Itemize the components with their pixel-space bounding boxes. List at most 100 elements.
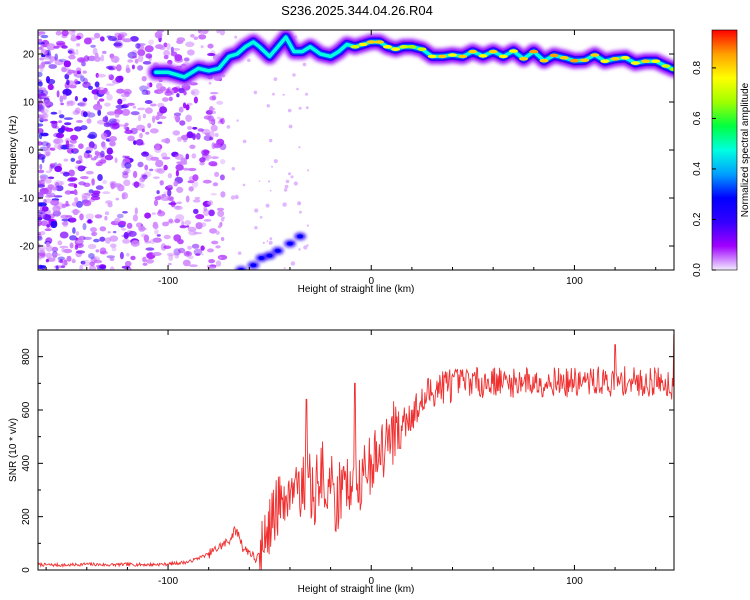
noise-blob bbox=[80, 125, 88, 131]
noise-blob bbox=[156, 30, 165, 33]
noise-blob bbox=[69, 51, 76, 56]
noise-blob bbox=[174, 57, 184, 63]
noise-blob bbox=[38, 258, 42, 261]
x-tick-label: -100 bbox=[158, 576, 178, 587]
noise-blob bbox=[50, 220, 58, 229]
noise-blob bbox=[85, 213, 95, 220]
noise-blob bbox=[215, 260, 222, 267]
noise-blob bbox=[48, 64, 57, 69]
noise-blob bbox=[110, 55, 120, 63]
noise-blob bbox=[58, 109, 62, 115]
noise-dot bbox=[226, 125, 231, 129]
noise-blob bbox=[95, 249, 100, 253]
noise-blob bbox=[185, 114, 193, 123]
noise-blob bbox=[93, 56, 102, 62]
noise-blob bbox=[70, 37, 78, 42]
noise-blob bbox=[168, 218, 174, 223]
noise-blob bbox=[183, 57, 190, 62]
noise-blob bbox=[195, 222, 203, 230]
noise-blob bbox=[76, 250, 85, 254]
noise-blob bbox=[138, 114, 141, 122]
noise-blob bbox=[51, 246, 59, 252]
noise-blob bbox=[137, 65, 144, 71]
noise-blob bbox=[79, 264, 84, 270]
ridge-peak bbox=[549, 53, 559, 58]
noise-blob bbox=[55, 30, 62, 36]
noise-blob bbox=[61, 125, 66, 132]
noise-blob bbox=[44, 177, 52, 184]
colorbar: 0.0 0.2 0.4 0.6 0.8 Normalized spectral ampl… bbox=[692, 29, 750, 277]
noise-blob bbox=[102, 145, 107, 150]
noise-blob bbox=[142, 256, 147, 263]
noise-blob bbox=[158, 90, 164, 94]
noise-blob bbox=[123, 168, 131, 174]
noise-blob bbox=[181, 220, 185, 227]
noise-blob bbox=[39, 231, 46, 236]
noise-blob bbox=[144, 212, 152, 219]
noise-blob bbox=[217, 210, 225, 217]
noise-blob bbox=[176, 93, 180, 98]
noise-blob bbox=[45, 198, 52, 204]
noise-blob bbox=[38, 104, 45, 112]
noise-blob bbox=[53, 180, 63, 187]
noise-blob bbox=[203, 205, 208, 212]
noise-blob bbox=[185, 104, 190, 111]
noise-blob bbox=[76, 70, 81, 75]
noise-blob bbox=[203, 150, 210, 154]
noise-blob bbox=[61, 247, 65, 253]
noise-blob bbox=[186, 131, 194, 139]
noise-blob bbox=[81, 192, 91, 199]
noise-blob bbox=[176, 37, 186, 43]
noise-blob bbox=[45, 151, 50, 157]
colorbar-tick-label: 0.6 bbox=[692, 111, 703, 125]
noise-blob bbox=[190, 34, 195, 38]
noise-blob bbox=[135, 43, 141, 49]
noise-blob bbox=[145, 131, 150, 135]
noise-blob bbox=[59, 95, 64, 103]
noise-blob bbox=[46, 257, 56, 262]
colorbar-tick-label: 0.0 bbox=[692, 263, 703, 277]
noise-blob bbox=[111, 247, 117, 252]
x-tick-label: -100 bbox=[158, 276, 178, 287]
noise-blob bbox=[137, 55, 144, 63]
noise-blob bbox=[209, 130, 215, 138]
noise-blob bbox=[61, 218, 71, 222]
noise-blob bbox=[105, 237, 111, 244]
noise-blob bbox=[72, 208, 79, 216]
noise-blob bbox=[139, 177, 146, 183]
noise-blob bbox=[102, 116, 109, 123]
noise-dot bbox=[292, 73, 296, 77]
noise-blob bbox=[99, 36, 105, 42]
noise-blob bbox=[40, 95, 50, 98]
noise-dot bbox=[269, 189, 272, 192]
noise-dot bbox=[299, 210, 302, 214]
noise-blob bbox=[90, 157, 96, 160]
noise-blob bbox=[126, 252, 130, 257]
noise-blob bbox=[151, 212, 156, 215]
noise-blob bbox=[167, 184, 173, 188]
noise-blob bbox=[39, 187, 49, 195]
noise-blob bbox=[63, 60, 71, 68]
noise-blob bbox=[74, 107, 81, 114]
noise-blob bbox=[191, 90, 196, 95]
noise-blob bbox=[68, 169, 75, 177]
noise-blob bbox=[207, 201, 212, 205]
noise-blob bbox=[172, 130, 180, 136]
noise-blob bbox=[86, 118, 92, 124]
noise-dot bbox=[234, 35, 238, 39]
ridge-peak bbox=[630, 61, 640, 65]
noise-dot bbox=[258, 180, 261, 182]
noise-blob bbox=[219, 30, 225, 36]
noise-blob bbox=[102, 50, 107, 55]
noise-blob bbox=[38, 184, 46, 188]
noise-blob bbox=[73, 184, 78, 189]
noise-blob bbox=[141, 128, 145, 133]
noise-blob bbox=[114, 108, 123, 115]
noise-dot bbox=[259, 216, 263, 219]
noise-dot bbox=[305, 106, 309, 110]
noise-blob bbox=[71, 30, 76, 33]
snr-xlabel: Height of straight line (km) bbox=[298, 584, 415, 595]
noise-blob bbox=[106, 65, 114, 70]
noise-blob bbox=[45, 241, 51, 247]
noise-blob bbox=[182, 102, 187, 109]
